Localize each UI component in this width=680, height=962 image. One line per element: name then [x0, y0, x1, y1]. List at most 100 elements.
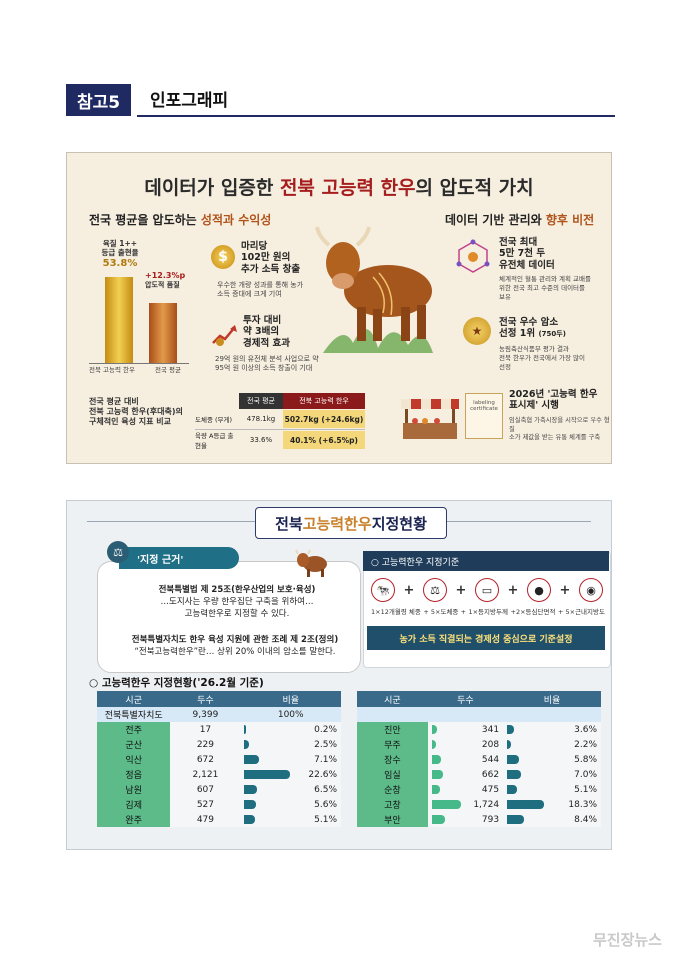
- desc-line: 소득 증대에 크게 기여: [217, 290, 282, 299]
- ratio-value: 3.6%: [574, 724, 597, 735]
- table-row: 정읍 2,121 22.6%: [97, 767, 341, 782]
- col-header: 비율: [240, 691, 341, 707]
- basis-line: 전북특별법 제 25조(한우산업의 보호·육성): [158, 585, 316, 595]
- income-desc: 우수한 개량 성과를 통해 농가 소득 증대에 크게 기여: [217, 281, 303, 300]
- count-value: 208: [481, 739, 500, 750]
- section-title: 인포그래피: [150, 91, 229, 111]
- effect-line: 약 3배의: [243, 326, 280, 338]
- ranking-desc: 농림축산식품부 평가 결과 전북 한우가 전국에서 가장 많이 선정: [499, 345, 585, 371]
- ratio-value: 22.6%: [308, 769, 337, 780]
- count-bar: [431, 755, 441, 764]
- ratio-value: 7.0%: [574, 769, 597, 780]
- table-row: 전주 17 0.2%: [97, 722, 341, 737]
- genome-line: 유전체 데이터: [499, 259, 555, 271]
- col-header: 두수: [170, 691, 241, 707]
- gavel-icon: ⚖: [107, 541, 129, 563]
- ratio-value: 5.8%: [574, 754, 597, 765]
- income-title: 마리당 102만 원의 추가 소득 창출: [241, 241, 300, 275]
- count-value: 2,121: [170, 767, 241, 782]
- basis-line: 전북특별자치도 한우 육성 지원에 관한 조례 제 2조(정의): [131, 635, 339, 645]
- market-stall-icon: [397, 393, 463, 443]
- ranking-line: 전국 우수 암소: [499, 317, 559, 328]
- criteria-caption: +2×등심단면적: [510, 608, 556, 616]
- basis-tag: '지정 근거': [119, 547, 239, 569]
- compare-jb-value: 40.1% (+6.5%p): [283, 431, 365, 449]
- status-heading: ○ 고능력한우 지정현황('26.2월 기준): [89, 677, 264, 689]
- heading-part: 전국 평균을 압도하는: [89, 213, 201, 227]
- count-bar: [431, 800, 461, 809]
- fat-layer-icon: ▭: [475, 578, 499, 602]
- count-bar: [431, 725, 438, 734]
- table-body: 진안 341 3.6% 무주 208 2.2% 장수 544 5.8% 임실 662 7.0% 순창 47…: [357, 707, 601, 827]
- count-value: 672: [170, 752, 241, 767]
- header-divider: [137, 115, 615, 117]
- col-header: 시군: [97, 691, 171, 707]
- quality-label: 육질 1++ 등급 출현율 53.8%: [93, 239, 147, 270]
- status-table-right: 시군 두수 비율 진안 341 3.6% 무주 208 2.2% 장수 544 5.8% 임실 66…: [357, 691, 601, 827]
- income-line: 추가 소득 창출: [241, 263, 301, 275]
- diff-sub: 압도적 품질: [145, 281, 180, 289]
- ratio-cell: 7.0%: [503, 767, 601, 782]
- table-row: 순창 475 5.1%: [357, 782, 601, 797]
- criteria-caption: + 5×도체중 +: [423, 608, 466, 616]
- table-row: 남원 607 6.5%: [97, 782, 341, 797]
- income-line: 102만 원의: [241, 252, 291, 264]
- compare-row-label: 도체중 (무게): [195, 416, 233, 424]
- compare-avg-value: 478.1kg: [246, 415, 276, 423]
- region-name: 김제: [97, 797, 171, 812]
- left-heading: 전국 평균을 압도하는 성적과 수익성: [89, 211, 271, 228]
- desc-line: 임실축협 가축시장을 시작으로 우수 형질: [509, 417, 610, 433]
- compare-jb-value: 502.7kg (+24.6kg): [283, 410, 365, 428]
- panel1-title: 데이터가 입증한 전북 고능력 한우의 압도적 가치: [67, 173, 611, 200]
- ratio-cell: 0.2%: [240, 722, 341, 737]
- coin-icon: $: [211, 245, 235, 269]
- genome-network-icon: [455, 239, 491, 275]
- ratio-cell: 5.1%: [503, 782, 601, 797]
- ratio-bar: [507, 740, 512, 749]
- table-row: [357, 707, 601, 722]
- genome-line: 5만 7천 두: [499, 248, 546, 260]
- region-name: 순창: [357, 782, 428, 797]
- count-value: 17: [170, 722, 241, 737]
- effect-desc: 29억 원의 유전체 분석 사업으로 약 95억 원 이상의 소득 창출이 기대: [215, 355, 319, 374]
- count-bar: [431, 740, 436, 749]
- basis-line: …도지사는 우량 한우집단 구축을 위하여…: [160, 596, 314, 607]
- plus-icon: +: [403, 582, 415, 598]
- ratio-cell: 22.6%: [240, 767, 341, 782]
- ratio-value: 2.5%: [314, 739, 337, 750]
- compare-line: 구체적인 육성 지표 비교: [89, 417, 171, 426]
- col-header: 시군: [357, 691, 428, 707]
- count-value: 208: [427, 737, 504, 752]
- ratio-cell: 7.1%: [240, 752, 341, 767]
- ratio-value: 100%: [277, 709, 304, 720]
- ratio-cell: 3.6%: [503, 722, 601, 737]
- diff-label: +12.3%p 압도적 품질: [145, 271, 185, 290]
- ratio-bar: [244, 740, 250, 749]
- diff-value: +12.3%p: [145, 271, 186, 280]
- basis-law-1: 전북특별법 제 25조(한우산업의 보호·육성) …도지사는 우량 한우집단 구…: [117, 585, 357, 621]
- desc-line: 우수한 개량 성과를 통해 농가: [217, 281, 304, 289]
- labeling-certificate-sign: labeling certificate: [465, 393, 503, 439]
- ratio-cell: 5.8%: [503, 752, 601, 767]
- count-value: 479: [170, 812, 241, 827]
- effect-line: 경제적 효과: [243, 337, 291, 349]
- bar-national: [149, 303, 177, 363]
- title-part: 전북: [275, 514, 303, 533]
- count-value: 475: [427, 782, 504, 797]
- count-value: 544: [481, 754, 500, 765]
- region-name: 부안: [357, 812, 428, 827]
- table-row: 부안 793 8.4%: [357, 812, 601, 827]
- count-value: 1,724: [427, 797, 504, 812]
- ratio-bar: [507, 800, 544, 809]
- desc-line: 보유: [499, 292, 511, 301]
- growth-chart-icon: [211, 323, 239, 347]
- ratio-bar: [244, 725, 247, 734]
- infographic-panel-status: 전북 고능력한우 지정현황 '지정 근거' ⚖ 전북특별법 제 25조(한우산업…: [66, 500, 612, 850]
- section-badge: 참고5: [66, 84, 131, 116]
- ratio-value: 5.6%: [314, 799, 337, 810]
- ranking-line: 선정 1위: [499, 328, 536, 340]
- region-name: 진안: [357, 722, 428, 737]
- criteria-icons: 🐄 + ⚖ + ▭ + ● + ◉: [371, 578, 603, 602]
- genome-line: 전국 최대: [499, 237, 538, 248]
- award-medal-icon: ★: [463, 317, 491, 345]
